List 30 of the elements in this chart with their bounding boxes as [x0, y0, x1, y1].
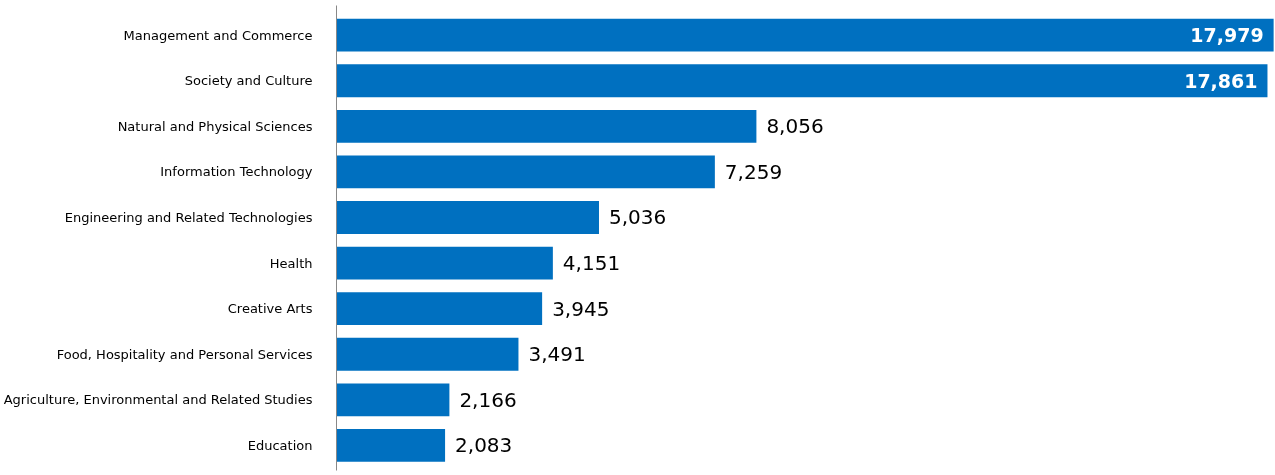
data-label: 4,151 — [562, 251, 621, 276]
data-label: 2,083 — [455, 433, 513, 458]
data-label: 7,259 — [724, 159, 783, 184]
data-label: 3,491 — [528, 342, 586, 367]
data-label: 3,945 — [552, 296, 610, 321]
bar — [336, 246, 553, 280]
bar — [336, 383, 450, 417]
bar — [336, 201, 599, 234]
data-label: 17,979 — [1190, 24, 1264, 47]
bar — [336, 155, 715, 189]
bar — [336, 64, 1268, 98]
y-tick-label: Creative Arts — [227, 301, 313, 317]
y-tick-label: Education — [247, 437, 313, 453]
y-tick-label: Natural and Physical Sciences — [117, 118, 313, 134]
y-tick-label: Food, Hospitality and Personal Services — [56, 346, 313, 362]
y-tick-label: Information Technology — [160, 164, 313, 180]
bar — [336, 292, 543, 326]
data-label: 8,056 — [766, 114, 824, 139]
y-tick-label: Agriculture, Environmental and Related Studies — [3, 392, 313, 408]
y-tick-label: Management and Commerce — [123, 27, 313, 43]
data-label: 2,166 — [459, 387, 517, 412]
bar — [336, 429, 446, 462]
data-label: 5,036 — [608, 205, 667, 230]
y-tick-label: Engineering and Related Technologies — [64, 209, 313, 225]
data-label: 17,861 — [1184, 69, 1258, 92]
bar — [336, 18, 1274, 52]
bar — [336, 337, 519, 371]
y-tick-label: Society and Culture — [184, 73, 313, 89]
bar — [336, 109, 757, 143]
y-tick-label: Health — [269, 255, 313, 271]
